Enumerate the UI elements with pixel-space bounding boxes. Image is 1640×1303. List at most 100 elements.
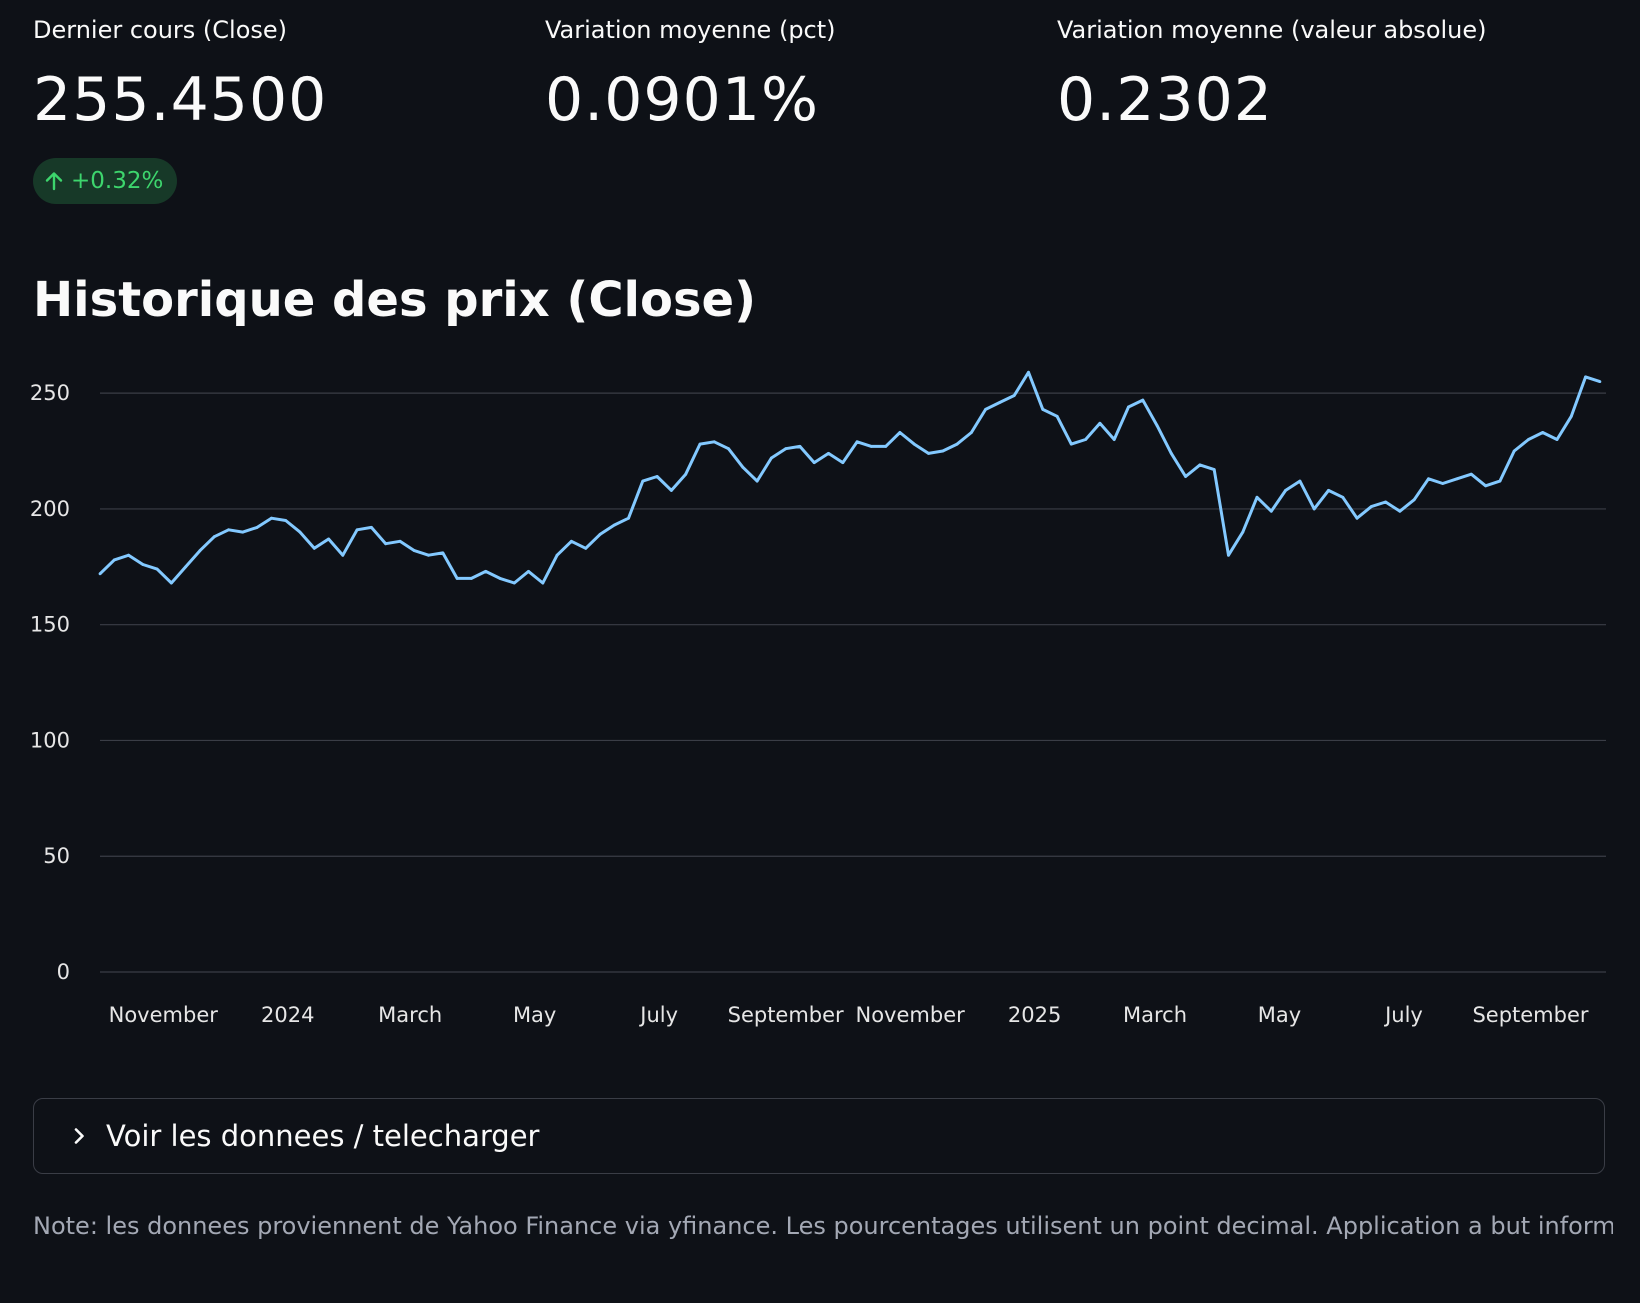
data-point xyxy=(1169,452,1173,455)
footnote: Note: les donnees proviennent de Yahoo F… xyxy=(33,1212,1613,1240)
data-point xyxy=(1512,449,1516,453)
data-point xyxy=(170,581,173,585)
data-point xyxy=(1555,438,1559,441)
data-point xyxy=(712,440,716,444)
data-point xyxy=(827,452,830,455)
data-point xyxy=(227,528,231,532)
data-point xyxy=(1455,477,1459,481)
data-point xyxy=(1055,414,1059,418)
data-point xyxy=(1298,479,1302,483)
data-point xyxy=(341,553,345,557)
data-point xyxy=(912,442,916,446)
data-point xyxy=(1412,498,1416,502)
data-point xyxy=(798,445,802,448)
data-point xyxy=(841,461,845,464)
data-point xyxy=(884,445,888,448)
data-point xyxy=(1284,489,1287,492)
data-point xyxy=(484,570,488,573)
data-point xyxy=(355,528,359,532)
y-tick-label: 100 xyxy=(30,728,70,752)
data-point xyxy=(1369,505,1373,508)
data-point xyxy=(1241,530,1245,534)
data-point xyxy=(470,577,473,580)
metric-value: 0.0901% xyxy=(545,65,819,135)
data-point xyxy=(1469,472,1473,476)
data-point xyxy=(1012,394,1016,397)
price-chart-svg: 0 50 100 150 200 250 November 2024 March May July… xyxy=(30,370,1606,1027)
data-point xyxy=(955,442,959,446)
data-point xyxy=(1312,507,1316,511)
data-point xyxy=(498,577,502,580)
data-point xyxy=(770,456,773,460)
data-point xyxy=(1198,463,1202,467)
data-point xyxy=(1227,553,1230,557)
data-point xyxy=(284,519,288,522)
x-tick-label: July xyxy=(1383,1003,1423,1027)
data-point xyxy=(1441,482,1445,485)
y-tick-label: 50 xyxy=(43,844,70,868)
data-point xyxy=(327,537,330,541)
data-point xyxy=(370,526,373,529)
data-point xyxy=(1327,489,1330,492)
price-chart[interactable]: 0 50 100 150 200 250 November 2024 March May July… xyxy=(0,350,1640,1050)
delta-value: +0.32% xyxy=(71,168,164,194)
data-point xyxy=(141,563,145,566)
data-point xyxy=(1255,495,1259,499)
data-point xyxy=(598,533,602,536)
close-price-line xyxy=(98,370,1601,585)
data-point xyxy=(112,558,116,562)
x-tick-label: November xyxy=(109,1003,219,1027)
data-point xyxy=(198,549,202,552)
data-point xyxy=(755,479,759,483)
data-point xyxy=(455,577,459,580)
data-point xyxy=(570,539,573,543)
data-point xyxy=(1084,438,1087,441)
data-point xyxy=(298,530,302,534)
data-point xyxy=(684,472,688,476)
metric-avg-pct: Variation moyenne (pct) 0.0901% xyxy=(545,14,836,138)
grid-lines xyxy=(100,392,1606,973)
data-point xyxy=(1398,509,1402,513)
data-point xyxy=(698,442,702,446)
data-point xyxy=(384,542,388,546)
data-point xyxy=(184,565,188,569)
x-tick-label: May xyxy=(513,1003,556,1027)
data-point xyxy=(1498,479,1502,483)
data-point xyxy=(641,479,645,483)
data-point xyxy=(1141,398,1145,402)
metric-label: Variation moyenne (valeur absolue) xyxy=(1057,16,1487,44)
metrics-row: Dernier cours (Close) 255.4500 +0.32% Va… xyxy=(33,14,1608,204)
data-point xyxy=(1069,442,1073,446)
x-tick-label: May xyxy=(1258,1003,1301,1027)
metric-value: 0.2302 xyxy=(1057,65,1273,135)
x-axis-ticks: November 2024 March May July September Novembe… xyxy=(109,1003,1589,1027)
data-point xyxy=(412,549,416,552)
y-tick-label: 150 xyxy=(30,613,70,637)
data-point xyxy=(1384,500,1387,504)
data-point xyxy=(1184,475,1187,478)
data-point xyxy=(941,449,945,453)
data-point xyxy=(427,553,430,557)
data-point xyxy=(155,567,159,571)
data-point xyxy=(998,401,1002,404)
data-point xyxy=(1155,424,1159,427)
x-tick-label: 2024 xyxy=(261,1003,314,1027)
data-expander[interactable]: Voir les donnees / telecharger xyxy=(33,1098,1605,1174)
data-point xyxy=(1341,495,1345,499)
data-point xyxy=(1598,380,1602,383)
data-point xyxy=(727,447,730,451)
arrow-up-icon xyxy=(43,170,65,192)
expander-label: Voir les donnees / telecharger xyxy=(106,1119,540,1153)
data-point xyxy=(898,431,902,434)
data-point xyxy=(1041,408,1045,411)
data-point xyxy=(1212,468,1216,471)
metric-value: 255.4500 xyxy=(33,65,328,135)
metric-label: Variation moyenne (pct) xyxy=(545,16,836,44)
data-point xyxy=(612,523,616,527)
data-point xyxy=(555,553,559,557)
data-point xyxy=(1541,431,1545,434)
data-point xyxy=(655,475,659,478)
data-point xyxy=(1527,438,1530,441)
chevron-right-icon xyxy=(66,1123,92,1149)
